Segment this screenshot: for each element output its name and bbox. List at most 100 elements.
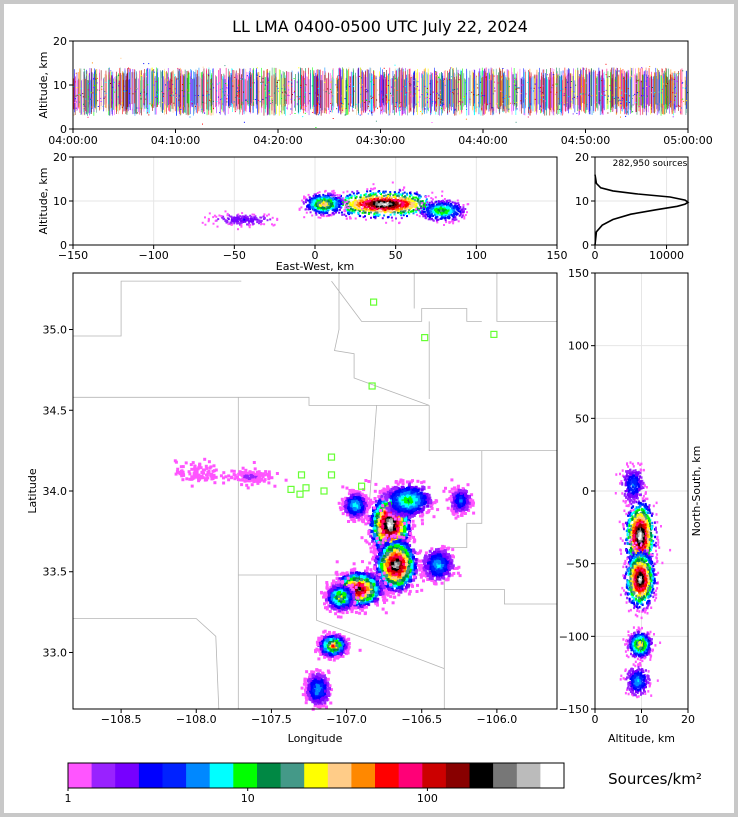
east-west-source-pixel <box>367 203 370 206</box>
east-west-source-pixel <box>398 193 401 196</box>
time-height-source <box>581 96 583 98</box>
time-height-source <box>678 73 680 75</box>
time-height-source-streak <box>185 75 187 110</box>
time-height-source <box>338 75 340 76</box>
east-west-source-pixel <box>357 207 360 209</box>
time-height-source-streak <box>324 74 326 114</box>
east-west-source-pixel <box>228 214 230 217</box>
time-height-source <box>345 86 347 88</box>
east-west-source-pixel <box>370 204 373 207</box>
east-west-source-pixel <box>308 206 310 209</box>
time-height-source <box>114 89 116 91</box>
east-west-source-pixel <box>334 211 337 214</box>
time-height-source-streak <box>243 78 245 115</box>
east-west-source-pixel <box>421 207 424 210</box>
time-height-source-streak <box>501 75 503 106</box>
east-west-source-pixel <box>399 203 402 206</box>
east-west-source-pixel <box>411 205 414 208</box>
time-height-source <box>440 104 442 106</box>
time-height-source <box>595 83 597 85</box>
time-height-source <box>624 92 626 94</box>
east-west-source-pixel <box>402 196 405 199</box>
east-west-source-pixel <box>352 192 355 195</box>
east-west-source-pixel <box>444 206 447 209</box>
time-height-source <box>238 84 240 86</box>
east-west-source-pixel <box>411 202 414 205</box>
time-height-source-streak <box>621 69 622 109</box>
time-height-source <box>421 94 423 96</box>
time-height-source <box>605 89 607 91</box>
time-height-source-streak <box>216 79 217 114</box>
time-height-source-streak <box>341 78 342 105</box>
time-height-source-streak <box>439 78 440 116</box>
time-height-source <box>505 97 507 99</box>
time-height-source <box>302 116 304 118</box>
east-west-source-pixel <box>407 211 410 214</box>
time-height-source <box>449 79 451 81</box>
time-height-source-streak <box>603 77 604 108</box>
time-height-source <box>353 85 355 87</box>
east-west-source-pixel <box>383 194 385 197</box>
time-height-source <box>221 98 223 100</box>
east-west-source-pixel <box>318 201 321 204</box>
time-height-source-streak <box>621 73 623 112</box>
time-height-source <box>324 81 326 83</box>
time-height-source <box>226 84 228 86</box>
time-height-source-streak <box>536 79 537 115</box>
time-height-source-streak <box>316 76 318 107</box>
east-west-source-pixel <box>445 212 448 215</box>
time-height-source <box>385 96 387 98</box>
east-west-source-pixel <box>382 210 385 213</box>
time-height-source-streak <box>196 73 198 105</box>
time-height-source-streak <box>382 69 383 104</box>
time-height-source <box>598 90 600 92</box>
east-west-source-pixel <box>402 214 405 217</box>
east-west-source-pixel <box>340 203 343 205</box>
east-west-source-pixel <box>249 220 252 223</box>
time-height-y-axis-label: Altitude, km <box>37 51 50 118</box>
time-height-source <box>469 95 471 97</box>
time-height-source-streak <box>503 72 505 106</box>
time-height-source-streak <box>104 74 106 105</box>
east-west-source-pixel <box>338 211 341 214</box>
east-west-source-pixel <box>322 215 325 218</box>
time-height-source <box>141 75 143 77</box>
time-height-source-streak <box>218 72 219 107</box>
time-height-source <box>649 66 651 68</box>
time-height-source <box>78 92 80 94</box>
east-west-source-pixel <box>314 202 317 205</box>
time-height-source-streak <box>584 79 586 113</box>
time-height-source <box>80 94 82 96</box>
time-height-source-streak <box>325 72 327 114</box>
time-height-source <box>498 107 500 109</box>
time-height-source <box>478 102 479 104</box>
time-height-source <box>136 107 138 109</box>
east-west-source-pixel <box>402 211 405 214</box>
time-height-source-streak <box>507 79 509 113</box>
time-height-source-streak <box>160 70 161 108</box>
time-height-source <box>169 88 171 90</box>
time-height-source <box>601 95 603 96</box>
time-height-source-streak <box>310 73 311 108</box>
east-west-source-pixel <box>449 221 452 224</box>
time-height-source <box>350 94 352 96</box>
time-height-source <box>189 82 191 84</box>
time-height-source <box>224 65 226 67</box>
east-west-source-pixel <box>367 213 370 215</box>
time-height-source-streak <box>431 74 432 113</box>
east-west-source-pixel <box>375 197 378 200</box>
time-height-source <box>464 96 465 98</box>
time-height-source <box>250 102 252 104</box>
time-height-source <box>607 98 609 100</box>
time-height-source <box>178 99 180 101</box>
east-west-source-pixel <box>255 217 258 220</box>
east-west-source-pixel <box>253 213 256 216</box>
east-west-source-pixel <box>426 201 429 204</box>
time-height-source <box>556 91 558 93</box>
time-height-source-streak <box>606 77 608 110</box>
time-height-source <box>121 99 123 101</box>
time-height-source <box>589 91 591 93</box>
east-west-source-pixel <box>384 203 387 206</box>
time-height-source-streak <box>416 72 417 107</box>
time-height-source <box>463 97 465 99</box>
